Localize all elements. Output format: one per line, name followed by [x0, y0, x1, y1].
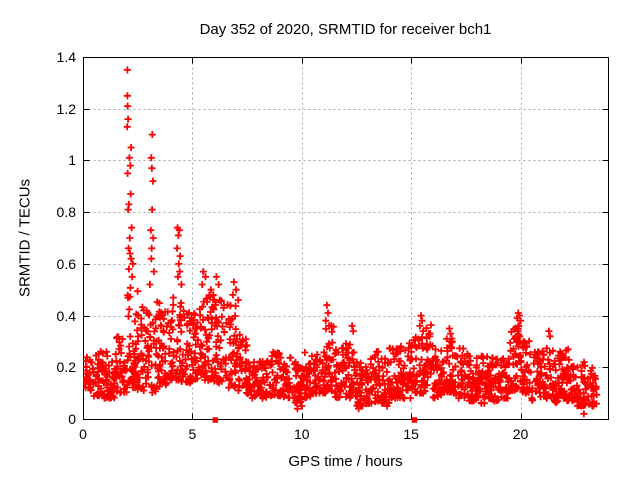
y-tick-label: 1.2	[56, 100, 76, 117]
scatter-points	[83, 66, 601, 418]
gridlines	[83, 57, 609, 420]
y-tick-label: 0.6	[56, 255, 76, 272]
axis-square-marker	[212, 417, 219, 423]
x-tick-label: 0	[79, 426, 87, 442]
y-tick-label: 0.2	[56, 359, 76, 376]
chart-title: Day 352 of 2020, SRMTID for receiver bch…	[199, 21, 492, 38]
x-tick-label: 15	[403, 426, 419, 442]
y-tick-label: 0.8	[56, 204, 76, 221]
axis-ticks	[83, 57, 609, 420]
y-tick-label: 0.4	[56, 307, 76, 324]
y-tick-label: 1.4	[56, 49, 76, 65]
x-tick-label: 5	[188, 426, 197, 442]
axis-square-marker	[411, 417, 418, 423]
y-tick-label: 1	[68, 152, 76, 169]
x-tick-label: 20	[512, 426, 529, 442]
x-tick-label: 10	[293, 426, 310, 442]
plot-frame	[83, 57, 609, 420]
x-axis-title: GPS time / hours	[288, 453, 403, 470]
y-tick-label: 0	[68, 411, 76, 427]
